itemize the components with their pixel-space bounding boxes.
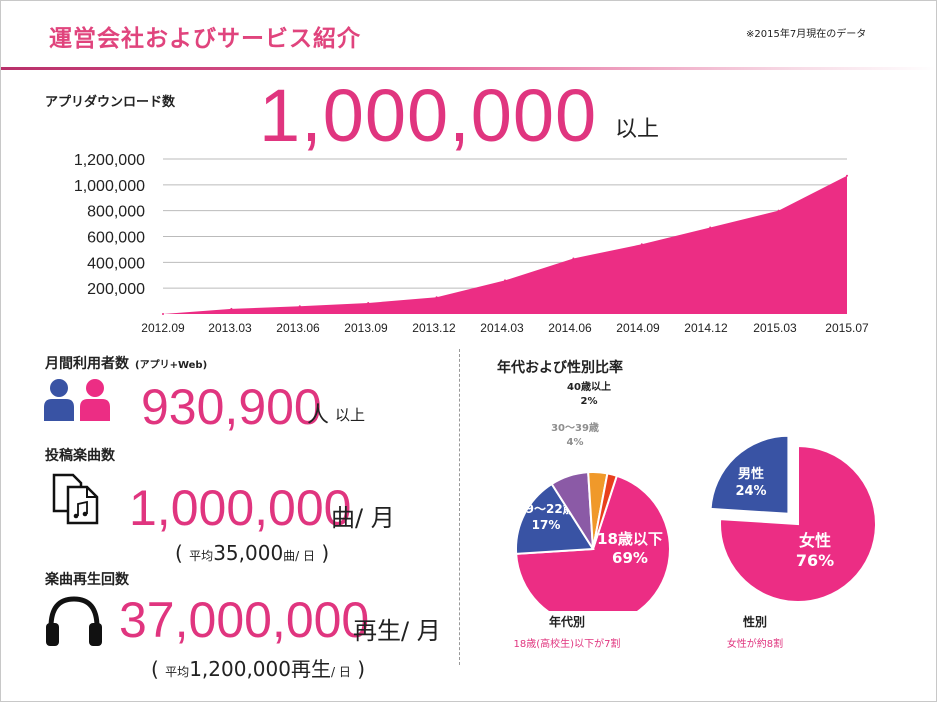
x-tick-label: 2013.12 bbox=[412, 321, 456, 335]
pie-slice-value: 8% bbox=[543, 468, 560, 479]
data-point bbox=[230, 307, 233, 310]
gender-pie-note: 女性が約8割 bbox=[726, 639, 784, 650]
x-tick-label: 2013.09 bbox=[344, 321, 388, 335]
data-point bbox=[298, 305, 301, 308]
data-point bbox=[640, 243, 643, 246]
x-tick-label: 2015.07 bbox=[825, 321, 869, 335]
mau-unit-suffix: 以上 bbox=[335, 406, 366, 424]
pie-slice-label: 男性 bbox=[738, 466, 764, 482]
posts-value: 1,000,000 bbox=[129, 480, 352, 536]
mau-value: 930,900 bbox=[141, 379, 322, 435]
pie-slice-label: 女性 bbox=[799, 531, 831, 550]
headphones-icon bbox=[46, 596, 102, 646]
downloads-unit: 以上 bbox=[615, 117, 660, 142]
data-point bbox=[777, 209, 780, 212]
title-rule bbox=[1, 67, 936, 70]
plays-average: ( 平均1,200,000再生/ 日 ) bbox=[151, 653, 365, 682]
posts-avg-unit: 曲/ 日 bbox=[283, 549, 316, 563]
date-note: ※2015年7月現在のデータ bbox=[746, 29, 867, 40]
x-tick-label: 2014.06 bbox=[548, 321, 592, 335]
page-title: 運営会社およびサービス紹介 bbox=[49, 26, 361, 52]
mau-label: 月間利用者数 (アプリ+Web) bbox=[45, 353, 207, 373]
y-tick-label: 1,000,000 bbox=[74, 178, 145, 195]
plays-avg-prefix: 平均 bbox=[165, 665, 190, 679]
mau-sublabel: (アプリ+Web) bbox=[135, 360, 208, 371]
plays-avg-value: 1,200,000 bbox=[189, 657, 291, 681]
data-point bbox=[435, 296, 438, 299]
data-point bbox=[572, 257, 575, 260]
posts-avg-close: ) bbox=[315, 541, 330, 565]
x-tick-label: 2012.09 bbox=[141, 321, 185, 335]
y-tick-label: 200,000 bbox=[87, 281, 145, 298]
y-tick-label: 800,000 bbox=[87, 204, 145, 221]
music-files-icon bbox=[52, 473, 99, 525]
pie-slice-value: 4% bbox=[567, 437, 584, 448]
x-tick-label: 2014.09 bbox=[616, 321, 660, 335]
posts-avg-prefix: 平均 bbox=[189, 549, 214, 563]
pie-slice bbox=[515, 482, 595, 555]
pie-slice bbox=[709, 434, 790, 515]
pie-slice-value: 17% bbox=[532, 518, 561, 532]
posts-avg-open: ( bbox=[175, 541, 190, 565]
plays-avg-unit: 再生 bbox=[290, 657, 331, 681]
demographics-label: 年代および性別比率 bbox=[497, 360, 623, 376]
pie-slice-value: 69% bbox=[612, 549, 648, 567]
gender-pie-title: 性別 bbox=[742, 615, 767, 629]
pie-slice-label: 18歳以下 bbox=[597, 530, 663, 548]
data-point bbox=[367, 302, 370, 305]
x-tick-label: 2015.03 bbox=[753, 321, 797, 335]
downloads-area-series bbox=[163, 175, 847, 314]
y-tick-label: 600,000 bbox=[87, 230, 145, 247]
pie-slice bbox=[719, 444, 877, 603]
data-point bbox=[162, 313, 164, 315]
y-tick-label: 400,000 bbox=[87, 255, 145, 272]
posts-average: ( 平均35,000曲/ 日 ) bbox=[175, 541, 329, 565]
x-tick-label: 2014.12 bbox=[684, 321, 728, 335]
x-tick-label: 2013.06 bbox=[276, 321, 320, 335]
plays-label: 楽曲再生回数 bbox=[45, 572, 129, 588]
data-point bbox=[846, 174, 848, 177]
age-pie-note: 18歳(高校生)以下が7割 bbox=[513, 639, 621, 650]
section-divider bbox=[459, 349, 460, 665]
downloads-area-chart: 200,000 400,000 600,000 800,000 1,000,000 1,2… bbox=[74, 152, 869, 335]
mau-unit: 人 bbox=[307, 403, 330, 428]
pie-slice-value: 24% bbox=[735, 484, 766, 499]
x-tick-label: 2013.03 bbox=[208, 321, 252, 335]
plays-avg-open: ( bbox=[151, 657, 166, 681]
posts-label: 投稿楽曲数 bbox=[45, 448, 115, 464]
downloads-label: アプリダウンロード数 bbox=[45, 95, 176, 110]
pie-slice-label: 30〜39歳 bbox=[551, 421, 599, 434]
pie-slice bbox=[515, 474, 671, 611]
pie-slice-label: 19〜22歳 bbox=[517, 501, 574, 516]
pie-slice-label: 40歳以上 bbox=[567, 380, 611, 393]
plays-avg-close: ) bbox=[350, 657, 366, 681]
downloads-value: 1,000,000 bbox=[259, 74, 598, 157]
data-point bbox=[504, 279, 506, 282]
plays-unit: 再生/ 月 bbox=[353, 617, 441, 645]
pie-slice-value: 76% bbox=[796, 551, 834, 570]
plays-value: 37,000,000 bbox=[119, 592, 370, 648]
pie-slice-label: 23〜29歳 bbox=[527, 452, 575, 465]
age-pie-title: 年代別 bbox=[548, 615, 585, 629]
x-tick-label: 2014.03 bbox=[480, 321, 524, 335]
y-tick-label: 1,200,000 bbox=[74, 152, 145, 169]
data-point bbox=[709, 226, 712, 229]
posts-unit: 曲/ 月 bbox=[331, 504, 395, 532]
plays-avg-unit2: / 日 bbox=[330, 665, 351, 679]
users-icon bbox=[44, 379, 110, 421]
pie-slice-value: 2% bbox=[581, 396, 598, 407]
mau-label-text: 月間利用者数 bbox=[45, 356, 129, 372]
pie-slice bbox=[592, 472, 619, 550]
posts-avg-value: 35,000 bbox=[213, 541, 284, 565]
